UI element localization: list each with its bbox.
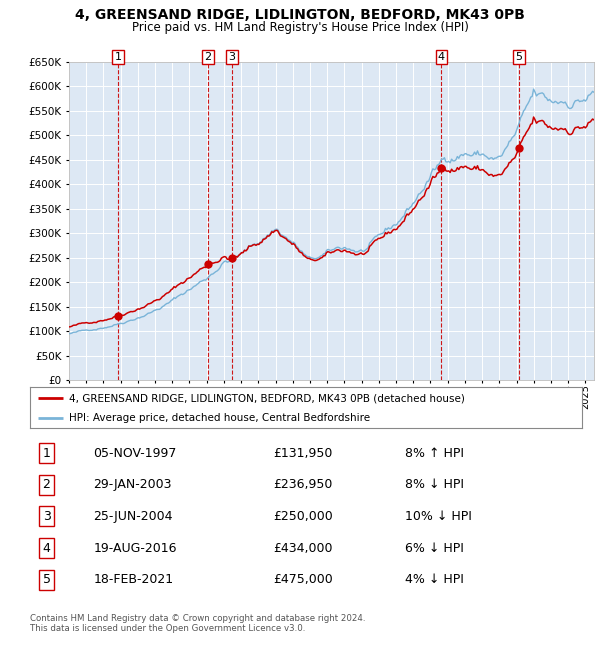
Text: 4, GREENSAND RIDGE, LIDLINGTON, BEDFORD, MK43 0PB: 4, GREENSAND RIDGE, LIDLINGTON, BEDFORD,… bbox=[75, 8, 525, 22]
Text: 1: 1 bbox=[43, 447, 50, 460]
Text: 05-NOV-1997: 05-NOV-1997 bbox=[94, 447, 177, 460]
Text: 18-FEB-2021: 18-FEB-2021 bbox=[94, 573, 173, 586]
Text: 3: 3 bbox=[229, 52, 236, 62]
Text: 6% ↓ HPI: 6% ↓ HPI bbox=[406, 541, 464, 554]
Text: HPI: Average price, detached house, Central Bedfordshire: HPI: Average price, detached house, Cent… bbox=[68, 413, 370, 422]
Text: 2: 2 bbox=[205, 52, 212, 62]
Text: £250,000: £250,000 bbox=[273, 510, 332, 523]
Text: Price paid vs. HM Land Registry's House Price Index (HPI): Price paid vs. HM Land Registry's House … bbox=[131, 21, 469, 34]
Text: £236,950: £236,950 bbox=[273, 478, 332, 491]
Text: 4% ↓ HPI: 4% ↓ HPI bbox=[406, 573, 464, 586]
Text: 1: 1 bbox=[115, 52, 122, 62]
Text: Contains HM Land Registry data © Crown copyright and database right 2024.: Contains HM Land Registry data © Crown c… bbox=[30, 614, 365, 623]
Text: 19-AUG-2016: 19-AUG-2016 bbox=[94, 541, 177, 554]
Text: 8% ↑ HPI: 8% ↑ HPI bbox=[406, 447, 464, 460]
Text: 29-JAN-2003: 29-JAN-2003 bbox=[94, 478, 172, 491]
Text: 4: 4 bbox=[43, 541, 50, 554]
Text: 25-JUN-2004: 25-JUN-2004 bbox=[94, 510, 173, 523]
Text: £434,000: £434,000 bbox=[273, 541, 332, 554]
Text: £475,000: £475,000 bbox=[273, 573, 332, 586]
Text: 4, GREENSAND RIDGE, LIDLINGTON, BEDFORD, MK43 0PB (detached house): 4, GREENSAND RIDGE, LIDLINGTON, BEDFORD,… bbox=[68, 393, 464, 403]
Text: £131,950: £131,950 bbox=[273, 447, 332, 460]
Text: 2: 2 bbox=[43, 478, 50, 491]
Text: 3: 3 bbox=[43, 510, 50, 523]
Text: This data is licensed under the Open Government Licence v3.0.: This data is licensed under the Open Gov… bbox=[30, 624, 305, 633]
Text: 8% ↓ HPI: 8% ↓ HPI bbox=[406, 478, 464, 491]
Text: 4: 4 bbox=[438, 52, 445, 62]
Text: 10% ↓ HPI: 10% ↓ HPI bbox=[406, 510, 472, 523]
Text: 5: 5 bbox=[515, 52, 522, 62]
Text: 5: 5 bbox=[43, 573, 50, 586]
